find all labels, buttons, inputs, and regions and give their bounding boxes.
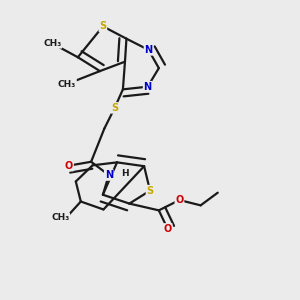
Text: O: O: [175, 195, 184, 205]
Text: CH₃: CH₃: [58, 80, 76, 88]
Text: O: O: [65, 160, 73, 171]
Text: CH₃: CH₃: [43, 39, 62, 48]
Text: H: H: [121, 169, 129, 178]
Text: N: N: [145, 45, 153, 55]
Text: O: O: [164, 224, 172, 234]
Text: CH₃: CH₃: [51, 213, 69, 222]
Text: S: S: [99, 21, 106, 31]
Text: S: S: [146, 186, 154, 196]
Text: S: S: [111, 103, 118, 113]
Text: N: N: [144, 82, 152, 92]
Text: N: N: [105, 170, 113, 180]
